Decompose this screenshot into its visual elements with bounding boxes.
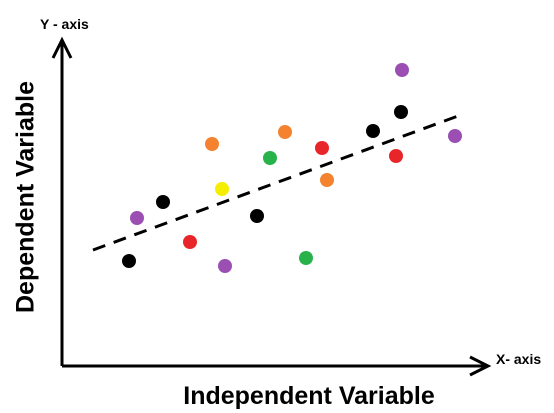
independent-variable-label: Independent Variable bbox=[183, 382, 435, 410]
data-point bbox=[218, 259, 232, 273]
data-point bbox=[448, 129, 462, 143]
data-point bbox=[315, 141, 329, 155]
dependent-variable-label: Dependent Variable bbox=[11, 80, 40, 314]
data-point bbox=[215, 182, 229, 196]
trend-line bbox=[92, 114, 459, 252]
data-point bbox=[366, 124, 380, 138]
y-axis-name: Y - axis bbox=[40, 16, 89, 32]
data-point bbox=[389, 149, 403, 163]
data-point bbox=[130, 211, 144, 225]
data-points bbox=[122, 63, 462, 273]
data-point bbox=[122, 254, 136, 268]
axes bbox=[51, 36, 492, 377]
data-point bbox=[205, 137, 219, 151]
data-point bbox=[156, 195, 170, 209]
data-point bbox=[278, 125, 292, 139]
x-axis-arrowhead bbox=[469, 355, 492, 377]
x-axis-name: X- axis bbox=[496, 351, 542, 367]
data-point bbox=[394, 105, 408, 119]
data-point bbox=[250, 209, 264, 223]
data-point bbox=[320, 173, 334, 187]
data-point bbox=[263, 151, 277, 165]
y-axis-arrowhead bbox=[51, 36, 73, 59]
data-point bbox=[299, 251, 313, 265]
data-point bbox=[183, 235, 197, 249]
data-point bbox=[395, 63, 409, 77]
